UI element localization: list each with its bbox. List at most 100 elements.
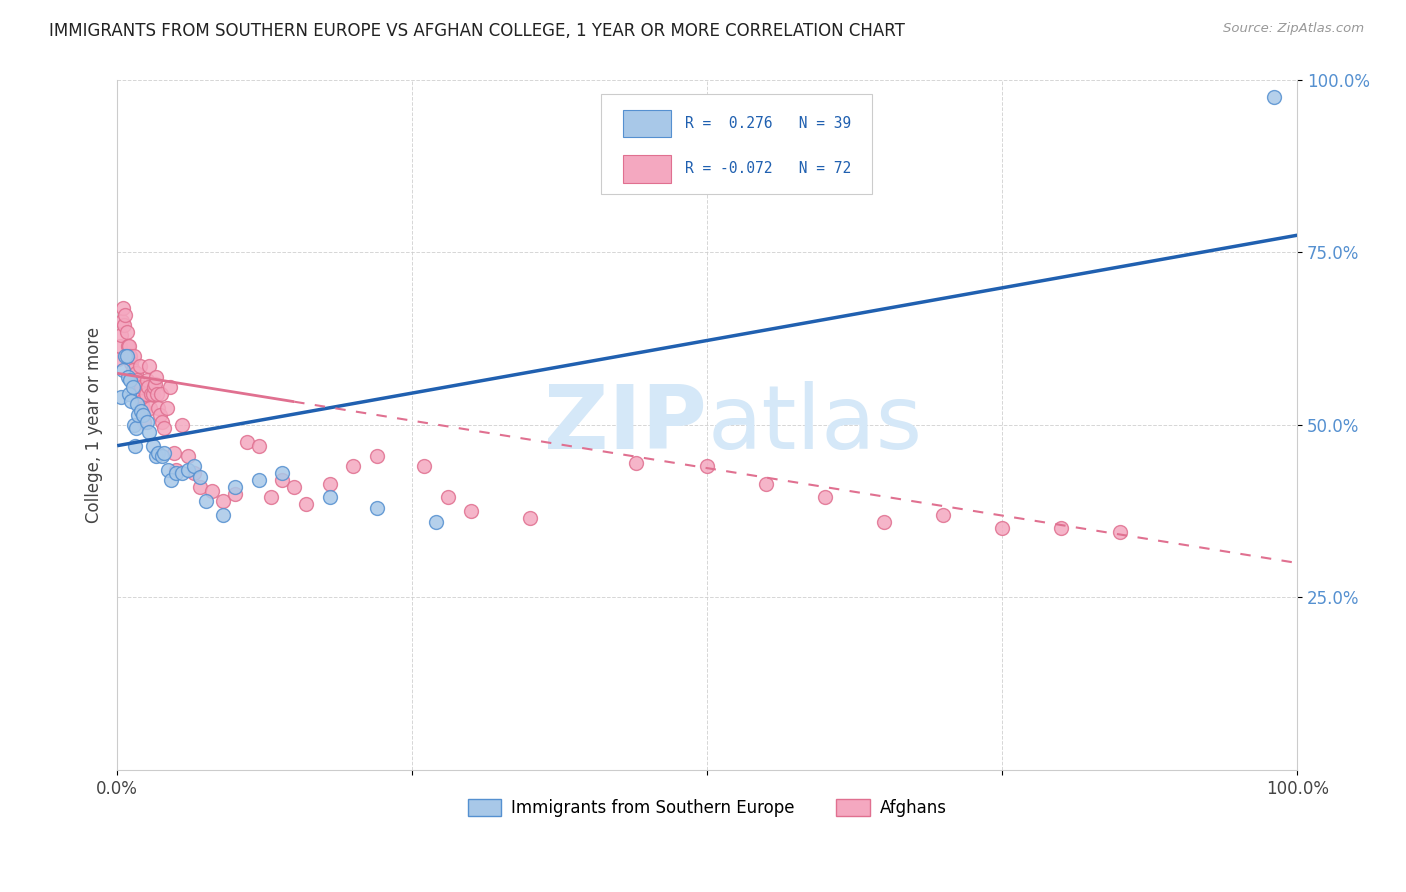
Text: R =  0.276   N = 39: R = 0.276 N = 39 xyxy=(685,116,851,131)
Point xyxy=(139,401,162,415)
Point xyxy=(153,445,176,459)
Point xyxy=(247,473,270,487)
Point xyxy=(142,387,165,401)
Point xyxy=(149,387,172,401)
Point xyxy=(177,463,200,477)
Point xyxy=(318,491,340,505)
Y-axis label: College, 1 year or more: College, 1 year or more xyxy=(86,327,103,523)
Point xyxy=(112,301,135,315)
Point xyxy=(150,449,173,463)
Point xyxy=(125,421,148,435)
Point xyxy=(188,469,211,483)
Point xyxy=(112,318,135,332)
Point xyxy=(127,373,149,387)
Point xyxy=(425,515,447,529)
Point xyxy=(127,408,149,422)
Point xyxy=(873,515,896,529)
Point xyxy=(1263,90,1285,104)
Point xyxy=(129,404,152,418)
Point xyxy=(991,521,1014,535)
Point xyxy=(247,439,270,453)
Point xyxy=(110,391,132,405)
Point xyxy=(1109,524,1132,539)
Point xyxy=(188,480,211,494)
Point xyxy=(120,373,142,387)
Point xyxy=(200,483,222,498)
Legend: Immigrants from Southern Europe, Afghans: Immigrants from Southern Europe, Afghans xyxy=(461,792,953,824)
Point xyxy=(165,463,187,477)
Point xyxy=(117,338,139,352)
Point xyxy=(183,467,205,481)
Point xyxy=(111,314,134,328)
Point xyxy=(626,456,648,470)
Point xyxy=(114,349,136,363)
Point xyxy=(127,397,149,411)
Point xyxy=(135,373,157,387)
Point xyxy=(814,491,837,505)
Point xyxy=(224,487,246,501)
Point xyxy=(696,459,718,474)
Point xyxy=(148,401,170,415)
Point xyxy=(932,508,955,522)
Point xyxy=(177,449,200,463)
FancyBboxPatch shape xyxy=(600,94,872,194)
Point xyxy=(120,349,142,363)
Point xyxy=(142,380,165,394)
Point xyxy=(519,511,541,525)
Point xyxy=(129,380,152,394)
Point xyxy=(136,380,159,394)
Point xyxy=(172,467,194,481)
Point xyxy=(112,363,135,377)
Point xyxy=(163,445,186,459)
Point xyxy=(271,473,294,487)
Point xyxy=(212,494,235,508)
Point xyxy=(172,417,194,432)
Point xyxy=(110,328,132,343)
Point xyxy=(131,393,153,408)
Point xyxy=(342,459,364,474)
Point xyxy=(138,359,160,374)
Point xyxy=(283,480,305,494)
Point xyxy=(120,393,142,408)
Point xyxy=(148,445,170,459)
Point xyxy=(159,380,181,394)
Point xyxy=(156,401,179,415)
Point xyxy=(132,408,155,422)
Text: IMMIGRANTS FROM SOUTHERN EUROPE VS AFGHAN COLLEGE, 1 YEAR OR MORE CORRELATION CH: IMMIGRANTS FROM SOUTHERN EUROPE VS AFGHA… xyxy=(49,22,905,40)
Point xyxy=(122,349,145,363)
FancyBboxPatch shape xyxy=(623,155,671,183)
Point xyxy=(132,401,155,415)
Point xyxy=(150,415,173,429)
Point xyxy=(212,508,235,522)
Point xyxy=(146,387,169,401)
Text: ZIP: ZIP xyxy=(544,382,707,468)
Text: R = -0.072   N = 72: R = -0.072 N = 72 xyxy=(685,161,851,177)
Point xyxy=(124,376,146,391)
Point xyxy=(138,425,160,439)
Point xyxy=(366,500,388,515)
Point xyxy=(127,387,149,401)
Point xyxy=(366,449,388,463)
Point xyxy=(125,366,148,380)
Point xyxy=(1050,521,1073,535)
Point xyxy=(271,467,294,481)
FancyBboxPatch shape xyxy=(623,110,671,137)
Point xyxy=(134,415,156,429)
Point xyxy=(194,494,217,508)
Point xyxy=(121,380,143,394)
Point xyxy=(108,338,131,352)
Point xyxy=(460,504,482,518)
Point xyxy=(118,338,141,352)
Point xyxy=(145,449,167,463)
Point xyxy=(413,459,436,474)
Point xyxy=(149,408,172,422)
Point xyxy=(124,439,146,453)
Point xyxy=(115,325,138,339)
Point xyxy=(755,476,778,491)
Text: Source: ZipAtlas.com: Source: ZipAtlas.com xyxy=(1223,22,1364,36)
Point xyxy=(107,352,129,367)
Point xyxy=(118,387,141,401)
Point xyxy=(114,308,136,322)
Point xyxy=(318,476,340,491)
Point xyxy=(142,439,165,453)
